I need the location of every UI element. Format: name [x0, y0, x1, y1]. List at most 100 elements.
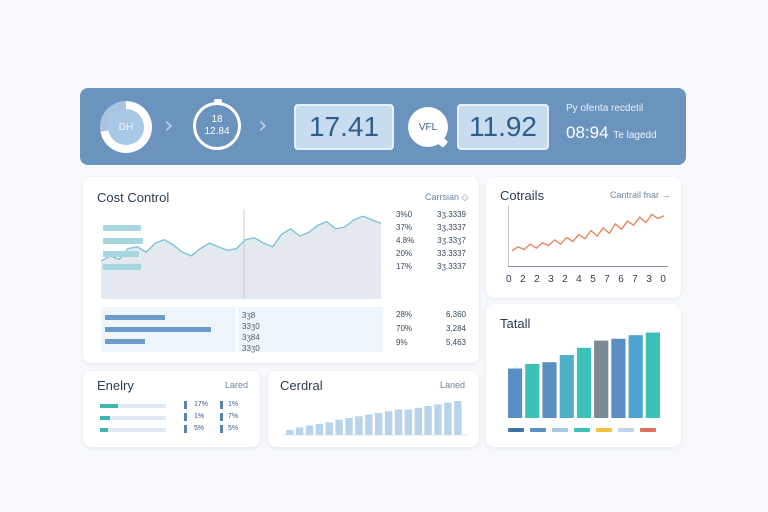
- bar: [286, 429, 294, 435]
- bar: [325, 422, 333, 436]
- cell-value: 3,284: [445, 324, 466, 333]
- entity-bar: [100, 404, 166, 408]
- card-title: Tatall: [500, 316, 531, 331]
- entity-marker: [220, 413, 223, 421]
- cell-value: 3ʒ.33ʒ7: [437, 236, 466, 245]
- mid-label: 33ʒ0: [242, 344, 260, 353]
- total-bar-chart: [508, 332, 660, 418]
- bar: [394, 409, 403, 435]
- x-tick-label: 2: [520, 274, 526, 285]
- x-tick-label: 3: [646, 274, 652, 285]
- bar: [335, 419, 343, 435]
- entity-percent: 5%: [228, 425, 239, 432]
- table-row: 4.8% 3ʒ.33ʒ7: [396, 236, 466, 249]
- legend-swatch: [640, 428, 656, 432]
- x-tick-label: 7: [604, 274, 610, 285]
- series-line: [101, 215, 382, 262]
- entity-row: 5% 5%: [100, 425, 250, 435]
- x-tick-label: 0: [660, 274, 666, 285]
- bar: [355, 416, 363, 435]
- x-tick-label: 0: [506, 274, 512, 285]
- x-tick-label: 4: [576, 274, 582, 285]
- legend-bar: [103, 251, 139, 257]
- legend-swatch: [574, 428, 590, 432]
- cell-value: 3ʒ.3339: [437, 210, 466, 219]
- bar: [611, 338, 626, 418]
- h-bar: [105, 315, 165, 320]
- x-tick-label: 5: [590, 274, 596, 285]
- table-row: 28% 6,360: [396, 310, 466, 324]
- bar: [559, 355, 574, 418]
- series-line: [511, 213, 665, 252]
- timer-icon[interactable]: 18 12.84: [193, 99, 241, 150]
- cell-percent: 17%: [396, 262, 413, 271]
- table-row: 70% 3,284: [396, 324, 466, 338]
- entity-bar-fill: [100, 404, 119, 408]
- legend-bars: [103, 225, 143, 277]
- total-card: Tatall: [486, 304, 681, 447]
- card-title: Enelry: [97, 378, 134, 393]
- bar: [576, 347, 592, 418]
- legend-bar: [103, 225, 141, 231]
- search-handle: [433, 134, 449, 148]
- cell-percent: 3%0: [396, 210, 413, 219]
- entity-marker: [184, 425, 187, 433]
- chevron-right-icon: ›: [258, 111, 268, 139]
- bar: [295, 427, 304, 436]
- controls-line-chart: [508, 205, 668, 267]
- table-row: 9% 5,463: [396, 338, 466, 352]
- cell-value: 3ʒ.3337: [437, 262, 466, 271]
- cell-value: 6,360: [445, 310, 466, 319]
- entity-card: Enelry Lared 17% 1% 1% 7% 5% 5%: [83, 371, 260, 447]
- entity-marker: [184, 413, 187, 421]
- card-title: Cerdral: [280, 378, 323, 393]
- x-tick-label: 2: [534, 274, 540, 285]
- bar: [454, 401, 462, 435]
- bar: [645, 332, 660, 418]
- kpi-secondary-value[interactable]: 11.92: [457, 104, 549, 150]
- entity-percent: 1%: [228, 401, 239, 408]
- arrow-right-icon: →: [661, 190, 671, 200]
- card-link[interactable]: Laned: [440, 380, 466, 390]
- central-bar-chart: [282, 401, 468, 436]
- bar: [594, 340, 609, 418]
- card-link[interactable]: Cantrail fnar →: [610, 190, 671, 200]
- cell-percent: 37%: [396, 223, 413, 232]
- kpi-primary-value[interactable]: 17.41: [294, 104, 394, 150]
- diamond-icon: ◇: [461, 192, 469, 202]
- bar: [434, 404, 442, 435]
- bar: [424, 406, 432, 435]
- bar: [542, 362, 557, 418]
- entity-bar-fill: [100, 428, 108, 432]
- cost-table-top: 3%0 3ʒ.3339 37% 3ʒ,3337 4.8% 3ʒ.33ʒ7 20% 33.333…: [396, 210, 466, 275]
- entity-percent: 1%: [194, 413, 205, 420]
- legend-swatch: [552, 428, 568, 432]
- table-row: 17% 3ʒ.3337: [396, 262, 466, 275]
- bar: [404, 409, 413, 435]
- card-filter-link[interactable]: Carrsian ◇: [425, 192, 468, 203]
- dashboard: DH › 18 12.84 › 17.41 VFL 11.92 Py ofent…: [80, 88, 686, 452]
- entity-row: 1% 7%: [100, 413, 250, 423]
- card-link[interactable]: Lared: [225, 380, 249, 390]
- bar: [384, 411, 393, 435]
- cell-value: 33.3337: [437, 249, 466, 258]
- cost-control-card: Cost Control Carrsian ◇ 3%0 3ʒ.3339 37% 3ʒ,…: [83, 177, 479, 363]
- card-link-label: Cantrail fnar: [610, 190, 660, 200]
- horizontal-bars: [101, 307, 236, 352]
- donut-label: DH: [108, 109, 144, 145]
- mid-values-panel: 3ʒ8 33ʒ0 3ʒ84 33ʒ0: [238, 307, 383, 353]
- timer-value-bottom: 12.84: [204, 126, 230, 137]
- bar: [628, 335, 643, 418]
- legend-swatch: [530, 428, 546, 432]
- entity-bar: [100, 428, 166, 432]
- legend-bar: [103, 264, 141, 270]
- legend-swatch: [508, 428, 524, 432]
- search-icon[interactable]: VFL: [408, 107, 449, 148]
- table-row: 20% 33.3337: [396, 249, 466, 262]
- donut-progress-icon[interactable]: DH: [100, 101, 152, 153]
- legend-swatch: [596, 428, 612, 432]
- entity-marker: [220, 401, 223, 409]
- header-subtitle: Py ofenta recdetil: [566, 103, 644, 114]
- bar: [315, 423, 324, 435]
